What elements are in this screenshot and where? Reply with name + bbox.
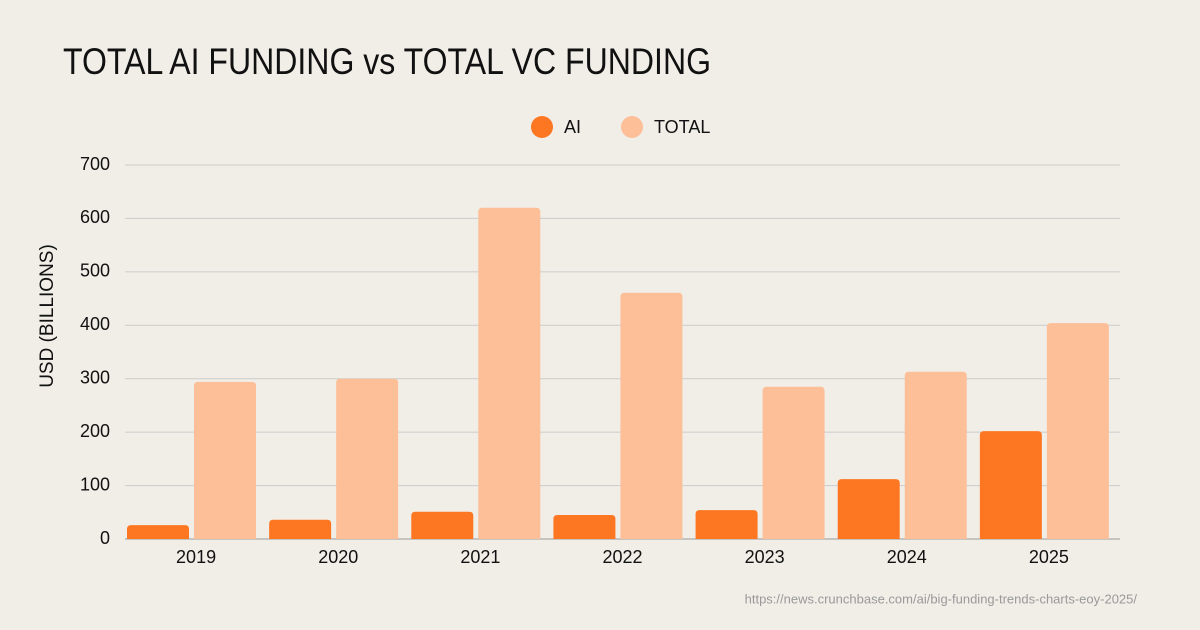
x-tick-label: 2023 bbox=[745, 547, 785, 567]
bar bbox=[194, 381, 256, 539]
bar bbox=[553, 514, 616, 539]
bar bbox=[904, 371, 967, 539]
x-tick-label: 2021 bbox=[460, 547, 500, 567]
y-tick-label: 600 bbox=[80, 207, 110, 227]
legend-label: TOTAL bbox=[654, 117, 710, 137]
chart-title: TOTAL AI FUNDING vs TOTAL VC FUNDING bbox=[63, 41, 711, 82]
y-tick-label: 300 bbox=[80, 367, 110, 387]
x-tick-label: 2019 bbox=[176, 547, 216, 567]
bar bbox=[336, 378, 399, 539]
bar bbox=[762, 386, 825, 539]
x-tick-label: 2025 bbox=[1029, 547, 1069, 567]
bar bbox=[1046, 323, 1109, 539]
y-tick-label: 500 bbox=[80, 261, 110, 281]
y-tick-label: 200 bbox=[80, 421, 110, 441]
bar bbox=[695, 510, 758, 539]
source: https://news.crunchbase.com/ai/big-fundi… bbox=[745, 591, 1138, 606]
x-tick-label: 2020 bbox=[318, 547, 358, 567]
y-axis-label: USD (BILLIONS) bbox=[37, 244, 58, 388]
legend-label: AI bbox=[564, 117, 581, 137]
bar bbox=[411, 511, 474, 539]
y-tick-label: 0 bbox=[100, 528, 110, 548]
legend-swatch bbox=[621, 116, 643, 138]
x-tick-label: 2022 bbox=[602, 547, 642, 567]
bar bbox=[127, 525, 189, 539]
x-tick-label: 2024 bbox=[887, 547, 927, 567]
y-tick-label: 700 bbox=[80, 154, 110, 174]
bar bbox=[478, 207, 541, 539]
bar bbox=[269, 519, 332, 539]
bar bbox=[837, 479, 900, 539]
y-tick-label: 100 bbox=[80, 474, 110, 494]
bar bbox=[620, 292, 683, 539]
bar bbox=[979, 431, 1042, 539]
legend-swatch bbox=[531, 116, 553, 138]
y-tick-label: 400 bbox=[80, 314, 110, 334]
